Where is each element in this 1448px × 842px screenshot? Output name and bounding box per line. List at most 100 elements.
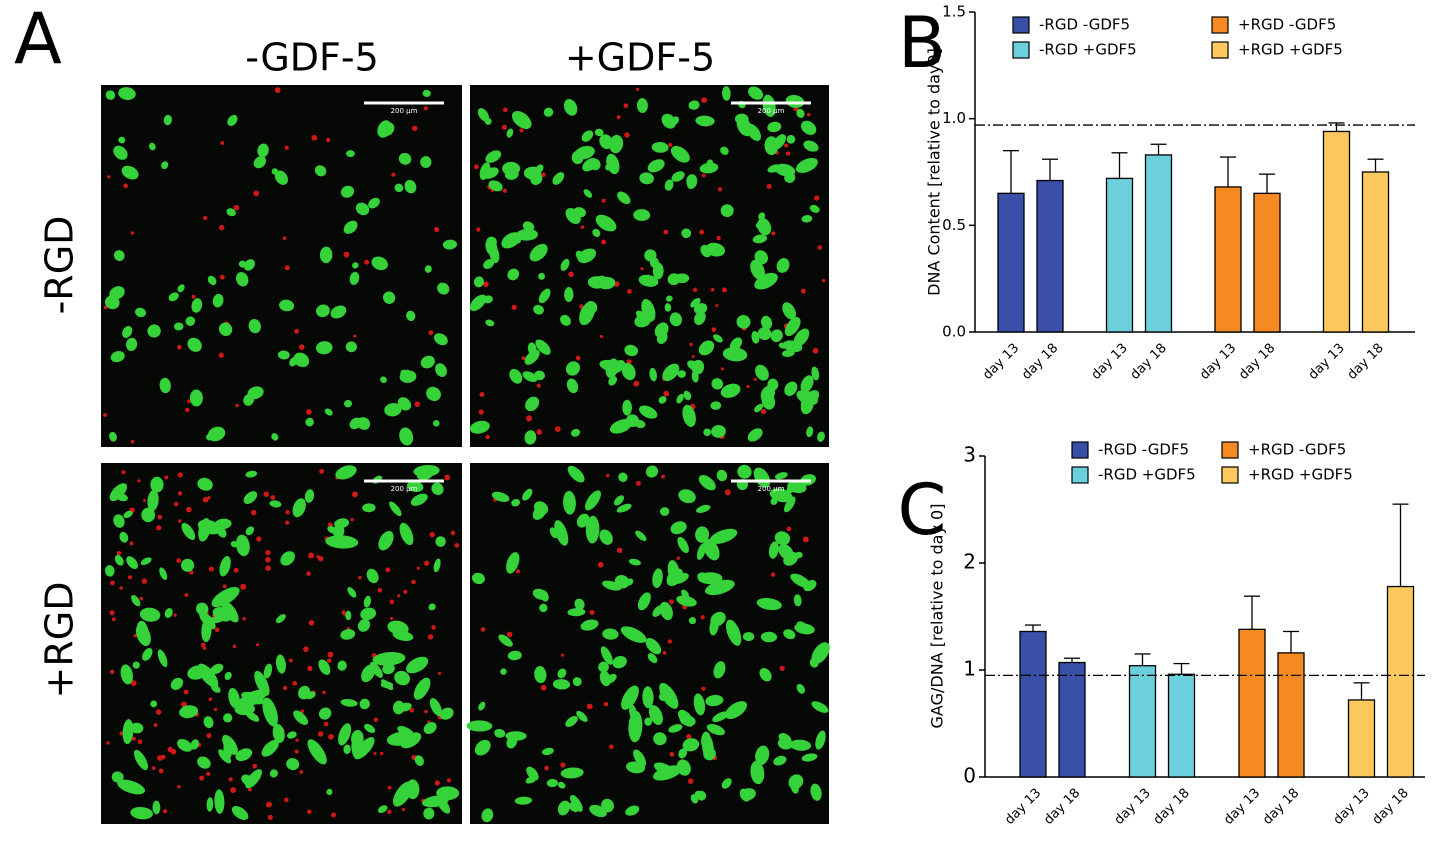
dead-cell	[715, 304, 719, 308]
dead-cell	[580, 225, 585, 229]
dead-cell	[156, 525, 162, 531]
dead-cell	[389, 616, 394, 621]
live-cell	[522, 221, 535, 232]
live-cell	[557, 781, 566, 789]
live-cell	[720, 146, 729, 155]
dead-cell	[202, 215, 208, 221]
live-cell	[587, 276, 606, 289]
live-cell	[698, 340, 715, 356]
live-cell	[330, 305, 347, 319]
live-cell	[784, 316, 801, 337]
live-cell	[629, 704, 638, 722]
x-tick-label: day 18	[1128, 341, 1170, 383]
live-cell	[711, 425, 726, 438]
live-cell	[682, 404, 696, 427]
dead-cell	[540, 684, 547, 691]
live-cell	[638, 274, 659, 287]
live-cell	[524, 349, 540, 365]
dead-cell	[130, 680, 137, 686]
bar	[1214, 186, 1242, 333]
live-cell	[721, 778, 732, 789]
dead-cell	[373, 752, 377, 756]
live-cell	[773, 755, 787, 766]
live-cell	[293, 352, 310, 368]
live-cell	[147, 324, 161, 338]
live-cell	[389, 501, 402, 517]
dead-cell	[158, 768, 164, 774]
live-cell	[754, 403, 764, 413]
dead-cell	[746, 384, 750, 389]
live-cell	[621, 685, 639, 710]
live-cell	[469, 420, 490, 434]
dead-cell	[353, 334, 357, 338]
live-cell	[125, 337, 138, 352]
live-cell	[132, 661, 140, 669]
live-cell	[573, 207, 586, 218]
dead-cell	[662, 651, 667, 655]
live-cell	[525, 396, 540, 412]
live-cell	[343, 744, 351, 755]
live-cell	[161, 161, 169, 170]
dead-cell	[317, 731, 324, 737]
dead-cell	[444, 474, 451, 481]
live-cell	[271, 433, 279, 441]
dead-cell	[233, 204, 240, 211]
live-cell	[110, 351, 125, 363]
live-cell	[442, 239, 458, 250]
live-cell	[760, 385, 776, 403]
live-cell	[187, 337, 202, 352]
live-cell	[501, 232, 521, 249]
dead-cell	[308, 620, 315, 626]
live-cell	[485, 150, 502, 163]
dead-cell	[779, 665, 785, 671]
live-cell	[349, 271, 360, 285]
column-label: +GDF-5	[565, 36, 715, 80]
dead-cell	[627, 288, 632, 294]
live-cell	[618, 472, 628, 482]
live-cell	[488, 180, 503, 192]
live-cell	[667, 273, 681, 286]
bar	[1128, 665, 1157, 778]
live-cell	[277, 350, 290, 360]
live-cell	[786, 480, 798, 494]
dead-cell	[292, 680, 298, 686]
live-cell	[633, 749, 646, 767]
dead-cell	[663, 390, 670, 397]
live-cell	[359, 698, 370, 710]
live-cell	[546, 779, 559, 788]
dead-cell	[219, 224, 225, 231]
live-cell	[526, 766, 539, 781]
dead-cell	[700, 615, 705, 620]
live-cell	[382, 663, 395, 675]
live-cell	[602, 628, 619, 640]
scale-bar-label: 200 µm	[758, 107, 785, 115]
dead-cell	[298, 344, 305, 350]
live-cell	[585, 515, 600, 544]
live-cell	[414, 755, 424, 766]
dead-cell	[130, 439, 135, 444]
dead-cell	[521, 356, 526, 361]
live-cell	[245, 470, 258, 478]
dead-cell	[687, 778, 694, 784]
live-cell	[126, 556, 138, 570]
live-cell	[606, 153, 620, 175]
dead-cell	[107, 175, 111, 179]
dead-cell	[130, 231, 135, 235]
dead-cell	[616, 115, 621, 120]
live-cell	[343, 220, 358, 234]
dead-cell	[267, 814, 273, 820]
live-cell	[439, 707, 454, 720]
live-cell	[218, 322, 233, 337]
live-cell	[676, 595, 697, 607]
live-cell	[305, 417, 314, 427]
live-cell	[400, 732, 422, 749]
live-cell	[380, 376, 387, 384]
live-cell	[785, 94, 805, 108]
dead-cell	[228, 777, 233, 782]
live-cell	[131, 595, 141, 607]
live-cell	[500, 668, 507, 675]
live-cell	[482, 167, 499, 179]
live-cell	[235, 271, 249, 287]
dead-cell	[232, 644, 237, 649]
live-cell	[803, 140, 819, 152]
